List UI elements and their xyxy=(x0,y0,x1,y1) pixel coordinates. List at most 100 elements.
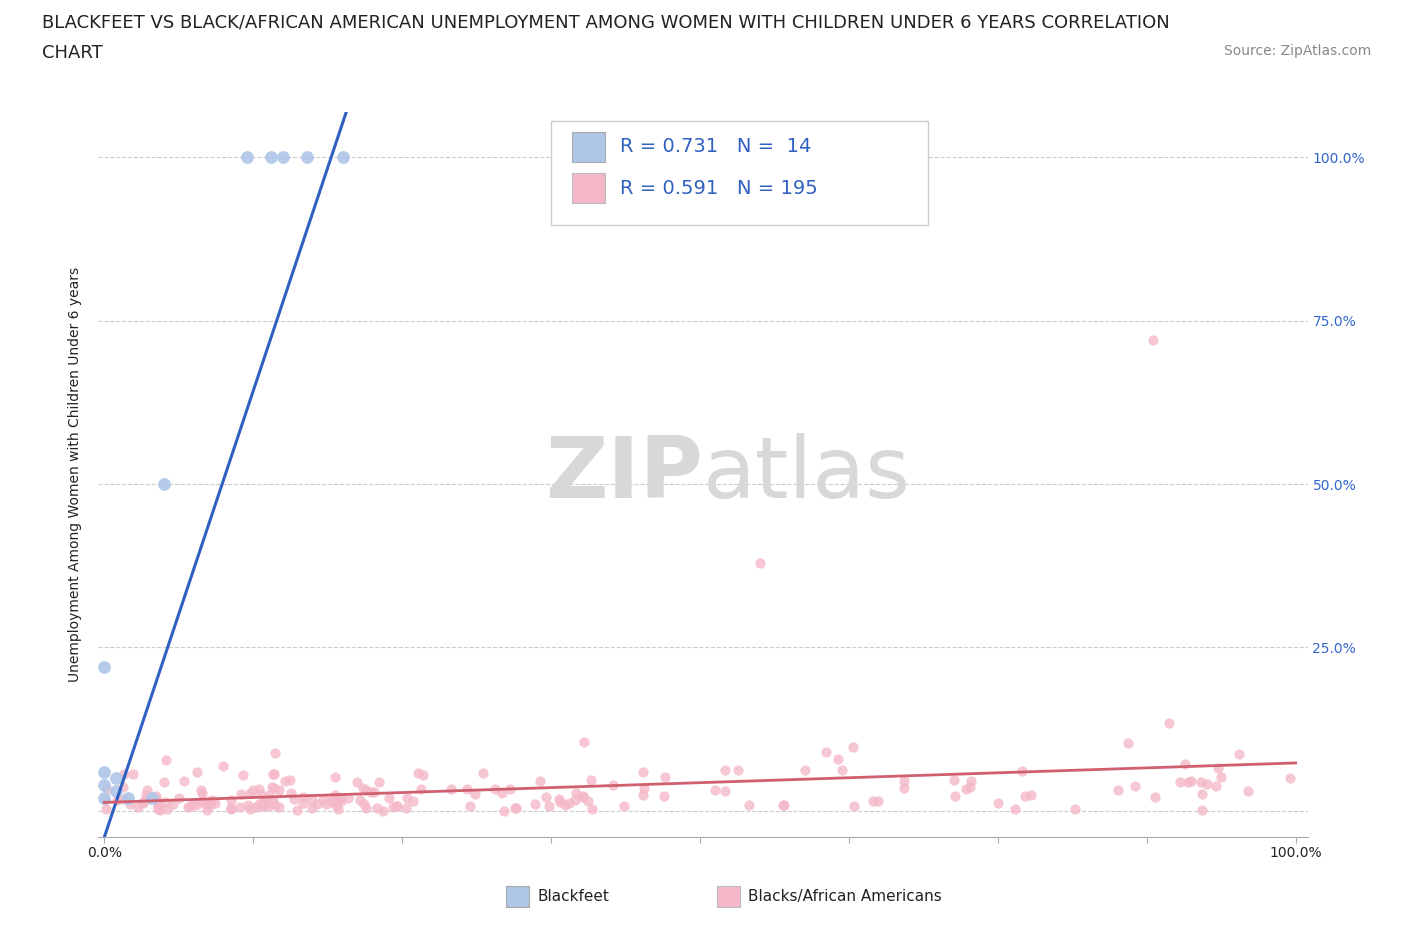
Point xyxy=(492,804,515,818)
Point xyxy=(578,793,600,808)
Point xyxy=(633,780,655,795)
Point xyxy=(652,789,675,804)
Point xyxy=(1205,778,1227,793)
Point xyxy=(866,793,889,808)
Point xyxy=(352,780,374,795)
Point xyxy=(291,796,314,811)
Point xyxy=(186,764,208,779)
Point xyxy=(181,797,204,812)
Point xyxy=(385,799,408,814)
Point xyxy=(111,791,134,806)
Text: 0.0%: 0.0% xyxy=(87,845,122,859)
Point xyxy=(173,774,195,789)
Point xyxy=(738,797,761,812)
Point xyxy=(458,798,481,813)
Point xyxy=(550,795,572,810)
Point xyxy=(105,771,128,786)
Point xyxy=(346,775,368,790)
Point xyxy=(367,775,389,790)
Point xyxy=(1180,774,1202,789)
Point xyxy=(579,773,602,788)
Point xyxy=(571,790,593,804)
Point xyxy=(236,150,259,165)
Point xyxy=(408,765,430,780)
Point xyxy=(204,796,226,811)
Point xyxy=(703,782,725,797)
Text: atlas: atlas xyxy=(703,432,911,516)
Point xyxy=(219,793,242,808)
Point xyxy=(260,780,283,795)
Point xyxy=(402,793,425,808)
Point xyxy=(440,782,463,797)
Point xyxy=(239,802,262,817)
Point xyxy=(748,555,770,570)
Text: R = 0.731   N =  14: R = 0.731 N = 14 xyxy=(620,138,811,156)
Point xyxy=(325,798,347,813)
Point xyxy=(1107,783,1129,798)
Point xyxy=(564,792,586,807)
Text: 100.0%: 100.0% xyxy=(1270,845,1322,859)
Point xyxy=(239,786,262,801)
Point xyxy=(1011,764,1033,778)
Point xyxy=(269,800,291,815)
Point xyxy=(245,800,267,815)
Point xyxy=(323,769,346,784)
Point xyxy=(534,790,557,804)
Point xyxy=(491,786,513,801)
Point xyxy=(190,783,212,798)
Point xyxy=(815,745,838,760)
Point xyxy=(714,763,737,777)
Point xyxy=(395,800,418,815)
Point xyxy=(132,795,155,810)
Point xyxy=(292,790,315,804)
Point xyxy=(127,799,149,814)
Point xyxy=(301,793,323,808)
Point xyxy=(329,790,352,805)
Point xyxy=(93,764,115,779)
Point xyxy=(141,790,163,805)
Point xyxy=(191,786,214,801)
Point xyxy=(572,735,595,750)
Point xyxy=(395,790,418,805)
Point xyxy=(472,765,495,780)
Point xyxy=(955,782,977,797)
Point xyxy=(353,797,375,812)
Point xyxy=(167,791,190,806)
Point xyxy=(253,798,276,813)
Point xyxy=(283,791,305,806)
Point xyxy=(149,803,172,817)
Point xyxy=(274,774,297,789)
Point xyxy=(231,786,253,801)
Point xyxy=(547,791,569,806)
Point xyxy=(93,777,115,792)
Point xyxy=(505,801,527,816)
Point xyxy=(191,795,214,810)
Point xyxy=(1279,770,1302,785)
Point xyxy=(772,797,794,812)
Point xyxy=(499,782,522,797)
Point xyxy=(148,795,170,810)
Point xyxy=(252,794,274,809)
Point xyxy=(93,659,115,674)
Point xyxy=(464,786,486,801)
Point xyxy=(1177,775,1199,790)
Point xyxy=(323,788,346,803)
Point xyxy=(263,766,285,781)
Point xyxy=(960,774,983,789)
Point xyxy=(862,793,884,808)
Point xyxy=(727,763,749,777)
Point xyxy=(842,739,865,754)
Point xyxy=(1116,736,1139,751)
Point xyxy=(1174,757,1197,772)
Point xyxy=(195,803,218,817)
Point xyxy=(987,796,1010,811)
Point xyxy=(118,797,141,812)
Point xyxy=(229,800,252,815)
Point xyxy=(337,790,360,805)
Point xyxy=(366,801,388,816)
Point xyxy=(134,793,156,808)
Text: ZIP: ZIP xyxy=(546,432,703,516)
Point xyxy=(1143,790,1166,804)
Text: BLACKFEET VS BLACK/AFRICAN AMERICAN UNEMPLOYMENT AMONG WOMEN WITH CHILDREN UNDER: BLACKFEET VS BLACK/AFRICAN AMERICAN UNEM… xyxy=(42,14,1170,32)
Point xyxy=(330,794,353,809)
